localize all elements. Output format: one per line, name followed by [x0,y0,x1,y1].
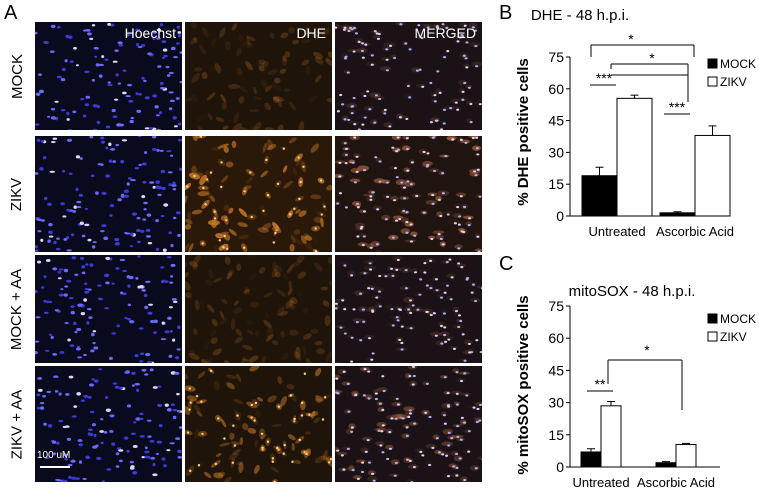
sig-star-b-3: * [628,31,634,47]
micrograph-mock-merged: MERGED [335,22,482,130]
category-label: Ascorbic Acid [656,224,734,239]
column-title-merged: MERGED [414,25,476,41]
micrograph-zikv-aa-hoechst [35,366,182,482]
y-tick-label: 45 [548,113,564,129]
sig-star-b-2: *** [669,99,686,115]
legend-label: MOCK [720,57,756,71]
bar-zikv-1 [694,134,731,217]
micrograph-zikv-merged [335,136,482,252]
y-tick-label: 30 [548,144,564,160]
panel-c-letter: C [499,253,514,275]
bar-zikv-0 [616,97,653,217]
micrograph-zikv-aa-merged [335,366,482,482]
chart-dhe-ylabel: % DHE positive cells [515,58,532,206]
legend-swatch [707,58,718,69]
micrograph-zikv-aa-dhe [185,366,332,482]
micrograph-zikv-hoechst [35,136,182,252]
bar-mock-0 [581,175,618,217]
panel-b-letter: B [499,2,513,24]
y-tick-label: 15 [548,176,564,192]
scale-bar-label: 100 uM [37,450,71,461]
micrograph-mock-dhe: DHE [185,22,332,130]
chart-dhe-title: DHE - 48 h.p.i. [531,7,629,24]
y-tick-label: 75 [548,49,564,65]
micrograph-mock-hoechst: Hoechst [35,22,182,130]
sig-star-b-1: *** [596,70,613,86]
scale-bar [40,466,70,468]
sig-star-b-4: * [649,50,655,66]
micrograph-mock-aa-merged [335,255,482,363]
y-tick-label: 60 [548,81,564,97]
chart-dhe-plot: 0 15 30 45 60 75 Untreated Ascorbic Acid [548,49,734,239]
micrograph-mock-aa-hoechst [35,255,182,363]
chart-dhe-legend: MOCK ZIKV [707,57,756,89]
legend-label: ZIKV [720,75,747,89]
legend-swatch [707,76,718,87]
category-label: Untreated [588,224,645,239]
panel-a-letter: A [4,2,18,24]
bar-mock-1 [659,212,696,217]
y-tick-label: 0 [556,208,564,224]
column-title-hoechst: Hoechst [124,25,176,41]
micrograph-mock-aa-dhe [185,255,332,363]
micrograph-zikv-dhe [185,136,332,252]
column-title-dhe: DHE [296,25,326,41]
